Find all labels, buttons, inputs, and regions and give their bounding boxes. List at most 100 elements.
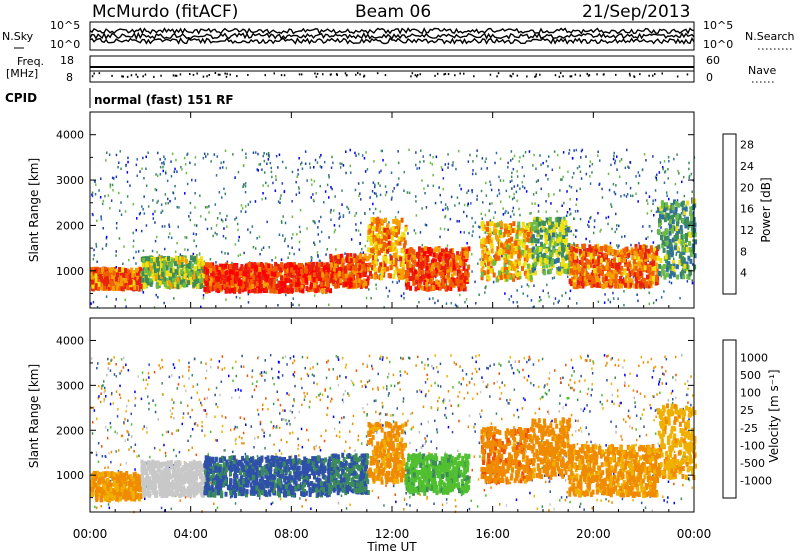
heatmap-cell — [183, 156, 186, 160]
heatmap-cell — [558, 246, 561, 252]
freq-unit-label: [MHz] — [6, 67, 38, 80]
heatmap-cell — [618, 244, 620, 247]
heatmap-cell — [526, 263, 530, 269]
heatmap-cell — [534, 270, 537, 276]
heatmap-cell — [604, 293, 606, 296]
heatmap-cell — [568, 184, 571, 188]
heatmap-cell — [384, 193, 387, 197]
heatmap-cell — [334, 283, 338, 289]
heatmap-cell — [536, 245, 540, 251]
heatmap-cell — [272, 266, 276, 272]
freq-dot — [344, 72, 347, 75]
heatmap-cell — [269, 288, 273, 294]
heatmap-cell — [630, 194, 632, 197]
heatmap-cell — [607, 261, 611, 267]
heatmap-cell — [603, 280, 607, 286]
heatmap-cell — [557, 270, 561, 276]
freq-dot — [153, 75, 155, 78]
heatmap-cell — [348, 211, 351, 214]
heatmap-cell — [511, 209, 514, 213]
heatmap-cell — [387, 272, 391, 278]
heatmap-cell — [320, 281, 323, 287]
heatmap-cell — [255, 281, 259, 287]
heatmap-cell — [272, 181, 274, 185]
heatmap-cell — [520, 285, 523, 288]
heatmap-cell — [288, 267, 292, 273]
heatmap-cell — [398, 279, 400, 283]
heatmap-cell — [632, 262, 636, 268]
heatmap-cell — [592, 251, 596, 257]
heatmap-cell — [164, 193, 167, 196]
heatmap-cell — [407, 254, 411, 260]
heatmap-cell — [227, 280, 231, 286]
heatmap-cell — [350, 272, 354, 278]
heatmap-cell — [458, 255, 462, 261]
heatmap-cell — [298, 191, 301, 194]
heatmap-cell — [246, 275, 250, 281]
heatmap-cell — [531, 247, 535, 253]
heatmap-cell — [386, 248, 390, 254]
heatmap-cell — [502, 207, 504, 210]
heatmap-cell — [262, 154, 264, 158]
heatmap-cell — [247, 301, 250, 304]
heatmap-cell — [372, 225, 376, 231]
heatmap-cell — [258, 163, 260, 166]
heatmap-cell — [504, 223, 508, 229]
heatmap-cell — [573, 242, 575, 245]
heatmap-cell — [241, 207, 244, 210]
heatmap-cell — [321, 288, 325, 294]
heatmap-cell — [312, 193, 314, 196]
heatmap-cell — [627, 252, 631, 258]
heatmap-cell — [508, 245, 511, 251]
heatmap-cell — [476, 194, 478, 198]
heatmap-cell — [114, 269, 118, 275]
heatmap-cell — [645, 237, 647, 240]
heatmap-cell — [126, 285, 130, 291]
heatmap-cell — [195, 224, 198, 227]
heatmap-cell — [418, 301, 420, 304]
heatmap-cell — [424, 223, 427, 226]
heatmap-cell — [480, 238, 484, 244]
heatmap-cell — [285, 293, 287, 297]
freq-dot — [384, 74, 387, 77]
heatmap-cell — [354, 151, 356, 155]
heatmap-cell — [426, 277, 429, 283]
heatmap-cell — [388, 221, 390, 224]
heatmap-cell — [614, 161, 616, 165]
heatmap-cell — [568, 152, 570, 155]
heatmap-cell — [417, 257, 421, 263]
heatmap-cell — [611, 227, 613, 231]
heatmap-cell — [660, 226, 662, 229]
heatmap-cell — [352, 282, 356, 288]
heatmap-cell — [249, 200, 252, 204]
heatmap-cell — [570, 212, 572, 216]
heatmap-cell — [205, 280, 209, 286]
heatmap-cell — [641, 277, 645, 283]
heatmap-cell — [126, 180, 129, 183]
heatmap-cell — [407, 232, 409, 235]
heatmap-cell — [542, 221, 546, 226]
heatmap-cell — [589, 247, 593, 253]
heatmap-cell — [380, 264, 384, 270]
heatmap-cell — [493, 224, 497, 230]
heatmap-cell — [363, 263, 367, 269]
heatmap-cell — [557, 266, 561, 272]
heatmap-cell — [298, 187, 300, 191]
heatmap-cell — [156, 270, 160, 276]
heatmap-cell — [568, 297, 571, 300]
heatmap-cell — [144, 272, 148, 278]
heatmap-cell — [215, 174, 218, 177]
heatmap-cell — [401, 231, 405, 237]
heatmap-cell — [286, 262, 290, 268]
heatmap-cell — [278, 153, 281, 156]
heatmap-cell — [532, 306, 535, 309]
heatmap-cell — [474, 280, 476, 284]
heatmap-cell — [446, 259, 450, 265]
heatmap-cell — [298, 303, 300, 307]
heatmap-cell — [319, 165, 322, 168]
heatmap-cell — [270, 166, 272, 170]
heatmap-cell — [341, 267, 345, 273]
heatmap-cell — [575, 203, 577, 206]
heatmap-cell — [537, 204, 540, 207]
heatmap-cell — [670, 281, 673, 285]
